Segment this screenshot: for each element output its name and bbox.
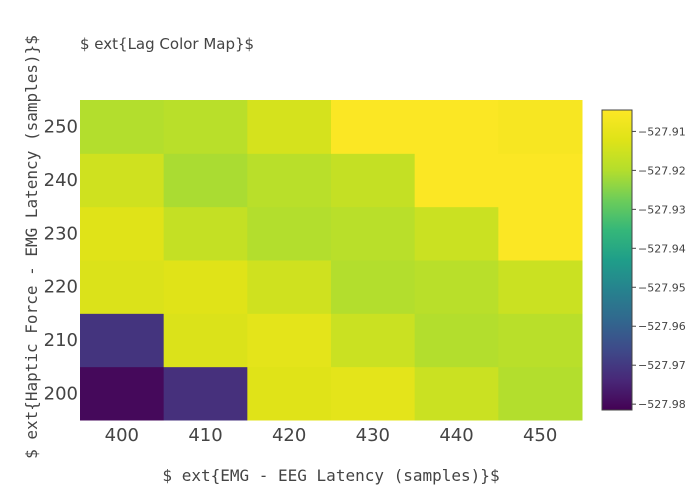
colorbar-tick-label: −527.92	[638, 164, 686, 177]
x-tick-labels: 400 410 420 430 440 450	[105, 425, 558, 446]
heatmap-cell	[163, 260, 248, 314]
x-tick-label: 410	[188, 425, 222, 446]
heatmap-cell	[331, 153, 416, 208]
x-tick-label: 450	[523, 425, 557, 446]
heatmap-cell	[80, 260, 165, 314]
heatmap-cell	[80, 100, 165, 154]
heatmap-cell	[331, 366, 416, 421]
heatmap-cell	[498, 100, 583, 154]
y-tick-label: 220	[44, 277, 78, 298]
y-tick-label: 250	[44, 117, 78, 138]
heatmap-cell	[414, 206, 499, 261]
chart-title: $ ext{Lag Color Map}$	[80, 35, 254, 53]
heatmap-cell	[331, 206, 416, 261]
y-tick-labels: 200 210 220 230 240 250	[44, 117, 78, 405]
x-axis-label: $ ext{EMG - EEG Latency (samples)}$	[162, 466, 499, 485]
heatmap-cells	[80, 100, 583, 421]
heatmap-cell	[414, 313, 499, 368]
heatmap-cell	[498, 366, 583, 421]
y-tick-label: 200	[44, 383, 78, 404]
heatmap-cell	[414, 260, 499, 314]
x-tick-label: 400	[105, 425, 139, 446]
colorbar-tick-label: −527.96	[638, 320, 686, 333]
y-axis-label: $ ext{Haptic Force - EMG Latency (sample…	[22, 35, 41, 459]
colorbar-tick-label: −527.95	[638, 281, 686, 294]
heatmap-cell	[80, 366, 165, 421]
heatmap-cell	[247, 313, 332, 368]
x-tick-label: 420	[272, 425, 306, 446]
heatmap-cell	[331, 313, 416, 368]
heatmap-cell	[498, 206, 583, 261]
heatmap-cell	[331, 260, 416, 314]
heatmap-cell	[163, 100, 248, 154]
colorbar: −527.91 −527.92 −527.93 −527.94 −527.95 −527.…	[601, 109, 686, 411]
y-tick-label: 240	[44, 170, 78, 191]
heatmap-cell	[498, 313, 583, 368]
heatmap-cell	[414, 153, 499, 208]
x-tick-label: 430	[356, 425, 390, 446]
heatmap-cell	[163, 313, 248, 368]
colorbar-tick-label: −527.94	[638, 242, 686, 255]
heatmap-cell	[498, 153, 583, 208]
y-tick-label: 210	[44, 330, 78, 351]
heatmap-cell	[247, 153, 332, 208]
colorbar-gradient	[601, 109, 633, 411]
heatmap-cell	[247, 206, 332, 261]
heatmap-cell	[414, 366, 499, 421]
colorbar-tick-label: −527.91	[638, 125, 686, 138]
heatmap-cell	[163, 366, 248, 421]
heatmap-cell	[414, 100, 499, 154]
heatmap-cell	[498, 260, 583, 314]
colorbar-tick-label: −527.98	[638, 398, 686, 411]
heatmap-cell	[247, 260, 332, 314]
heatmap-cell	[80, 206, 165, 261]
colorbar-tick-label: −527.93	[638, 203, 686, 216]
heatmap-cell	[163, 153, 248, 208]
colorbar-tick-label: −527.97	[638, 359, 686, 372]
heatmap-cell	[80, 153, 165, 208]
heatmap-cell	[163, 206, 248, 261]
heatmap-cell	[247, 100, 332, 154]
heatmap-cell	[80, 313, 165, 368]
colorbar-ticks: −527.91 −527.92 −527.93 −527.94 −527.95 −527.…	[632, 125, 686, 411]
heatmap-cell	[331, 100, 416, 154]
heatmap-cell	[247, 366, 332, 421]
x-tick-label: 440	[439, 425, 473, 446]
y-tick-label: 230	[44, 223, 78, 244]
